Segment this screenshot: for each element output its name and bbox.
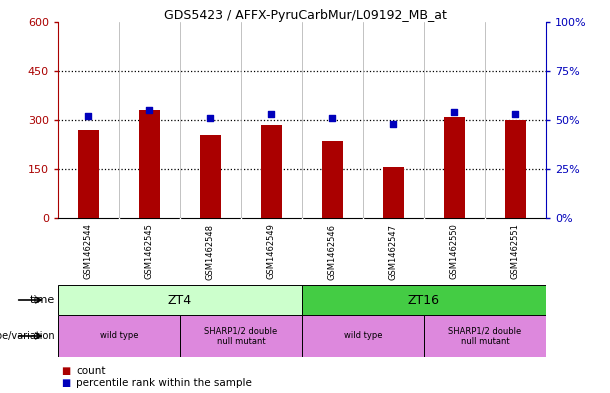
Point [328, 115, 337, 121]
Text: GSM1462548: GSM1462548 [206, 224, 215, 279]
Bar [505, 120, 526, 218]
Text: wild type: wild type [343, 332, 382, 340]
Text: GDS5423 / AFFX-PyruCarbMur/L09192_MB_at: GDS5423 / AFFX-PyruCarbMur/L09192_MB_at [163, 9, 447, 22]
Text: GSM1462547: GSM1462547 [389, 224, 398, 279]
Point [389, 121, 398, 127]
Text: wild type: wild type [99, 332, 138, 340]
Text: ■: ■ [61, 366, 70, 376]
Text: GSM1462545: GSM1462545 [145, 224, 154, 279]
Text: SHARP1/2 double
null mutant: SHARP1/2 double null mutant [204, 326, 278, 346]
Bar [302, 315, 424, 357]
Point [84, 113, 93, 119]
Text: percentile rank within the sample: percentile rank within the sample [76, 378, 252, 387]
Point [450, 109, 459, 115]
Bar [444, 117, 465, 218]
Bar [180, 315, 302, 357]
Bar [261, 125, 282, 218]
Point [511, 111, 520, 117]
Bar [78, 130, 99, 218]
Text: GSM1462549: GSM1462549 [267, 224, 276, 279]
Bar [200, 135, 221, 218]
Text: ■: ■ [61, 378, 70, 387]
Text: GSM1462546: GSM1462546 [328, 224, 337, 279]
Text: count: count [76, 366, 106, 376]
Text: ZT4: ZT4 [168, 294, 192, 307]
Point [267, 111, 276, 117]
Text: GSM1462550: GSM1462550 [450, 224, 459, 279]
Bar [58, 285, 302, 315]
Text: genotype/variation: genotype/variation [0, 331, 55, 341]
Bar [322, 141, 343, 218]
Text: ZT16: ZT16 [408, 294, 440, 307]
Point [206, 115, 215, 121]
Text: time: time [30, 295, 55, 305]
Bar [302, 285, 546, 315]
Text: GSM1462551: GSM1462551 [511, 224, 520, 279]
Bar [139, 110, 160, 218]
Text: SHARP1/2 double
null mutant: SHARP1/2 double null mutant [448, 326, 522, 346]
Bar [58, 315, 180, 357]
Point [145, 107, 154, 113]
Bar [424, 315, 546, 357]
Bar [383, 167, 404, 218]
Text: GSM1462544: GSM1462544 [84, 224, 93, 279]
